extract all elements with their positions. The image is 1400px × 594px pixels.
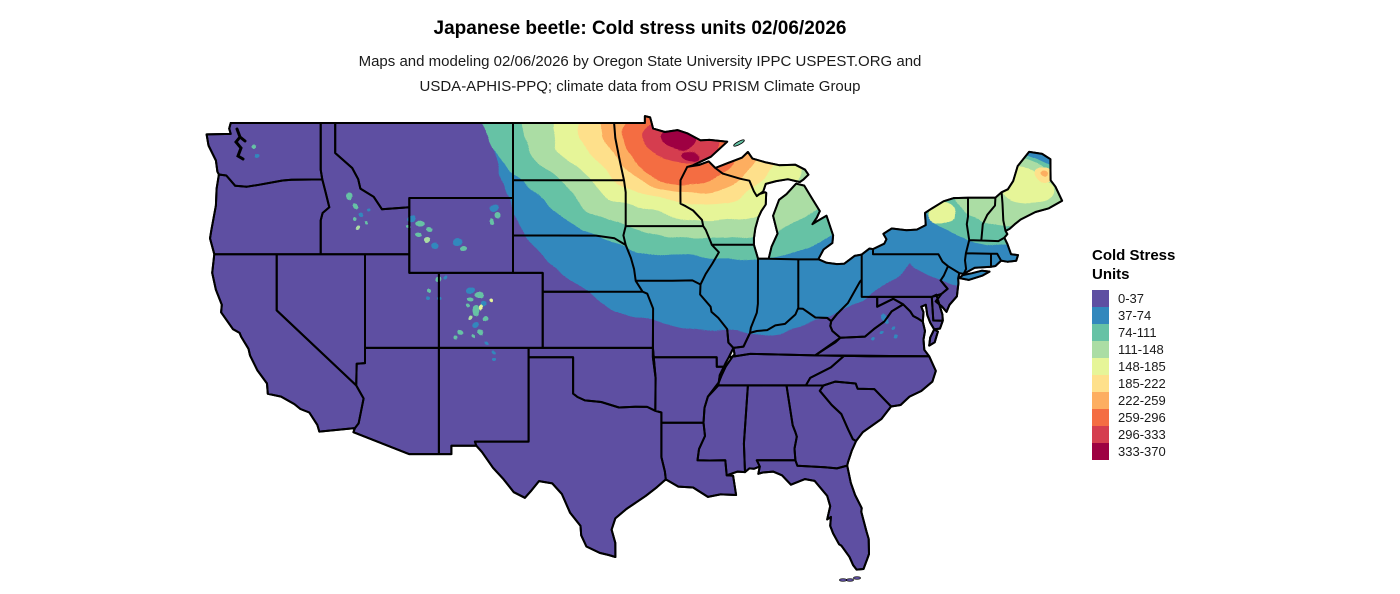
legend-label: 333-370 xyxy=(1118,444,1166,459)
legend-label: 222-259 xyxy=(1118,393,1166,408)
legend-label: 37-74 xyxy=(1118,308,1152,323)
legend-row: 74-111 xyxy=(1092,324,1252,341)
legend-swatch-111-148 xyxy=(1092,341,1109,358)
legend-row: 296-333 xyxy=(1092,426,1252,443)
legend-row: 222-259 xyxy=(1092,392,1252,409)
puget-sound xyxy=(234,127,247,161)
legend-label: 185-222 xyxy=(1118,376,1166,391)
legend-row: 37-74 xyxy=(1092,307,1252,324)
legend-title-line1: Cold Stress xyxy=(1092,247,1176,264)
legend-label: 74-111 xyxy=(1118,325,1157,340)
legend-swatch-74-111 xyxy=(1092,324,1109,341)
florida-keys-2 xyxy=(853,576,861,580)
isle-royale xyxy=(733,139,745,147)
legend-label: 296-333 xyxy=(1118,427,1166,442)
legend-swatch-185-222 xyxy=(1092,375,1109,392)
state-borders xyxy=(205,115,1064,571)
legend-row: 259-296 xyxy=(1092,409,1252,426)
legend-title: Cold Stress Units xyxy=(1092,246,1252,284)
page-subtitle-line2: USDA-APHIS-PPQ; climate data from OSU PR… xyxy=(419,78,861,95)
legend-swatch-333-370 xyxy=(1092,443,1109,460)
florida-keys-0 xyxy=(839,578,847,582)
page-title: Japanese beetle: Cold stress units 02/06… xyxy=(433,18,847,39)
legend-row: 0-37 xyxy=(1092,290,1252,307)
legend-swatch-222-259 xyxy=(1092,392,1109,409)
legend-row: 333-370 xyxy=(1092,443,1252,460)
legend: Cold Stress Units 0-37 37-74 74-111 111-148… xyxy=(1092,246,1252,460)
legend-row: 185-222 xyxy=(1092,375,1252,392)
map-extras xyxy=(234,127,861,582)
legend-swatch-296-333 xyxy=(1092,426,1109,443)
legend-row: 148-185 xyxy=(1092,358,1252,375)
map-header: Japanese beetle: Cold stress units 02/06… xyxy=(0,0,1280,98)
legend-rows: 0-37 37-74 74-111 111-148 148-185 185-222 222-… xyxy=(1092,290,1252,460)
legend-swatch-37-74 xyxy=(1092,307,1109,324)
page-subtitle-line1: Maps and modeling 02/06/2026 by Oregon S… xyxy=(358,53,922,70)
legend-label: 148-185 xyxy=(1118,359,1166,374)
legend-label: 259-296 xyxy=(1118,410,1166,425)
legend-swatch-148-185 xyxy=(1092,358,1109,375)
legend-row: 111-148 xyxy=(1092,341,1252,358)
legend-title-line2: Units xyxy=(1092,266,1130,283)
legend-label: 0-37 xyxy=(1118,291,1145,306)
legend-label: 111-148 xyxy=(1118,342,1164,357)
florida-keys-1 xyxy=(846,578,854,582)
legend-swatch-0-37 xyxy=(1092,290,1109,307)
legend-swatch-259-296 xyxy=(1092,409,1109,426)
